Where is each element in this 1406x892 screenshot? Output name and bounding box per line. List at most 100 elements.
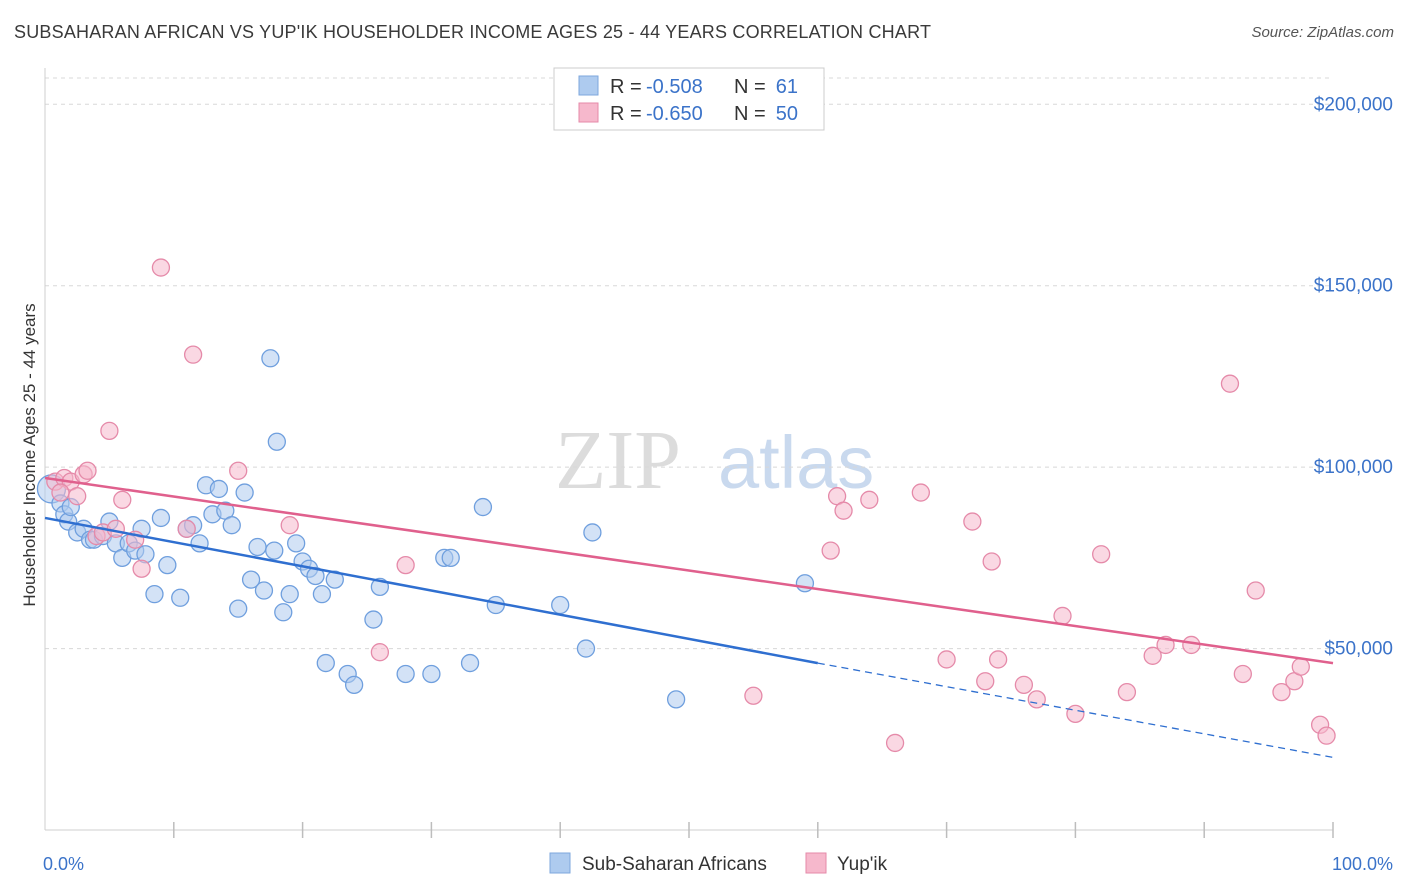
point-sub-saharan: [235, 483, 254, 502]
point-yupik: [78, 461, 97, 480]
trend-line-yupik: [44, 476, 1334, 665]
point-yupik: [1066, 704, 1085, 724]
legend-r-value-1: -0.508: [646, 76, 703, 98]
axes: [44, 68, 1333, 831]
correlation-legend: R = -0.508 N = 61 R = -0.650 N = 50: [553, 67, 825, 131]
point-sub-saharan: [158, 555, 177, 575]
point-yupik: [51, 483, 70, 502]
legend-n-label-1: N =: [734, 76, 766, 98]
legend-r-label-1: R =: [610, 76, 642, 98]
point-sub-saharan: [473, 497, 493, 517]
point-yupik: [1233, 664, 1252, 684]
series-legend-swatch-pink: [805, 852, 827, 874]
point-yupik: [1272, 682, 1291, 702]
point-yupik: [177, 519, 196, 538]
trend-line-sub-saharan: [44, 516, 819, 665]
point-yupik: [976, 672, 995, 691]
point-sub-saharan: [287, 534, 306, 553]
point-sub-saharan: [551, 595, 570, 615]
point-yupik: [963, 512, 982, 531]
point-sub-saharan: [261, 349, 280, 368]
point-sub-saharan: [312, 584, 332, 604]
point-yupik: [229, 461, 248, 480]
y-tick-label: $150,000: [1314, 276, 1393, 297]
point-yupik: [132, 559, 151, 578]
legend-n-value-2: 50: [776, 103, 798, 125]
y-tick-labels: $50,000 $100,000 $150,000 $200,000: [1314, 94, 1393, 659]
point-sub-saharan: [222, 516, 241, 535]
point-sub-saharan: [316, 653, 335, 673]
point-sub-saharan: [267, 432, 286, 451]
x-tick-label-max: 100.0%: [1332, 854, 1393, 874]
watermark: ZIP atlas: [555, 414, 874, 507]
point-yupik: [1092, 545, 1111, 564]
point-sub-saharan: [241, 570, 261, 589]
legend-box: [553, 67, 825, 131]
point-sub-saharan: [666, 690, 686, 709]
point-sub-saharan: [280, 584, 299, 604]
point-sub-saharan: [583, 523, 602, 542]
watermark-zip: ZIP: [555, 414, 681, 507]
series-sub-saharan-africans: [36, 349, 815, 709]
point-yupik: [370, 643, 390, 662]
point-sub-saharan: [364, 610, 383, 629]
legend-swatch-pink: [578, 102, 599, 123]
point-sub-saharan: [460, 653, 480, 673]
point-sub-saharan: [254, 581, 274, 600]
point-yupik: [1014, 675, 1034, 695]
point-sub-saharan: [274, 603, 293, 622]
chart-title: SUBSAHARAN AFRICAN VS YUP'IK HOUSEHOLDER…: [14, 22, 932, 42]
legend-swatch-blue: [578, 75, 599, 96]
point-sub-saharan: [396, 664, 415, 684]
point-sub-saharan: [265, 541, 284, 560]
point-yupik: [1027, 690, 1046, 709]
x-ticks: [173, 822, 1334, 838]
point-yupik: [821, 541, 840, 560]
point-yupik: [1117, 682, 1137, 702]
point-sub-saharan: [422, 664, 441, 684]
point-yupik: [113, 490, 132, 509]
point-sub-saharan: [171, 588, 190, 607]
point-yupik: [860, 490, 879, 509]
point-sub-saharan: [486, 595, 505, 615]
point-sub-saharan: [441, 548, 460, 568]
point-yupik: [1143, 646, 1162, 665]
x-tick-label-min: 0.0%: [43, 854, 84, 874]
point-yupik: [982, 552, 1001, 571]
series-legend-label-pink: Yup'ik: [837, 854, 888, 875]
y-tick-label: $200,000: [1314, 94, 1393, 115]
y-tick-label: $50,000: [1324, 639, 1393, 660]
series-legend-label-blue: Sub-Saharan Africans: [582, 854, 767, 875]
point-yupik: [1291, 657, 1310, 676]
point-yupik: [937, 650, 956, 669]
point-yupik: [1246, 581, 1265, 600]
point-yupik: [106, 519, 125, 538]
y-axis-label: Householder Income Ages 25 - 44 years: [20, 303, 39, 606]
point-yupik: [911, 483, 930, 502]
point-sub-saharan: [576, 639, 596, 658]
point-sub-saharan: [248, 537, 267, 557]
gridlines: [45, 77, 1333, 650]
series-legend: Sub-Saharan Africans Yup'ik: [549, 852, 888, 875]
point-yupik: [744, 686, 763, 705]
point-yupik: [183, 345, 203, 364]
legend-n-label-2: N =: [734, 103, 766, 125]
point-yupik: [100, 421, 119, 441]
point-sub-saharan: [209, 479, 229, 499]
point-yupik: [834, 501, 853, 520]
point-yupik: [1220, 374, 1240, 393]
trend-line-sub-saharan-extension: [817, 662, 1334, 759]
point-yupik: [396, 555, 415, 575]
trend-lines: [44, 476, 1334, 759]
point-sub-saharan: [145, 584, 164, 604]
point-yupik: [885, 733, 905, 753]
legend-n-value-1: 61: [776, 76, 798, 98]
point-yupik: [988, 650, 1008, 669]
point-sub-saharan: [344, 675, 364, 695]
point-sub-saharan: [229, 599, 248, 618]
point-yupik: [1182, 635, 1201, 655]
watermark-atlas: atlas: [718, 421, 874, 504]
point-yupik: [151, 258, 171, 277]
point-yupik: [68, 487, 87, 506]
